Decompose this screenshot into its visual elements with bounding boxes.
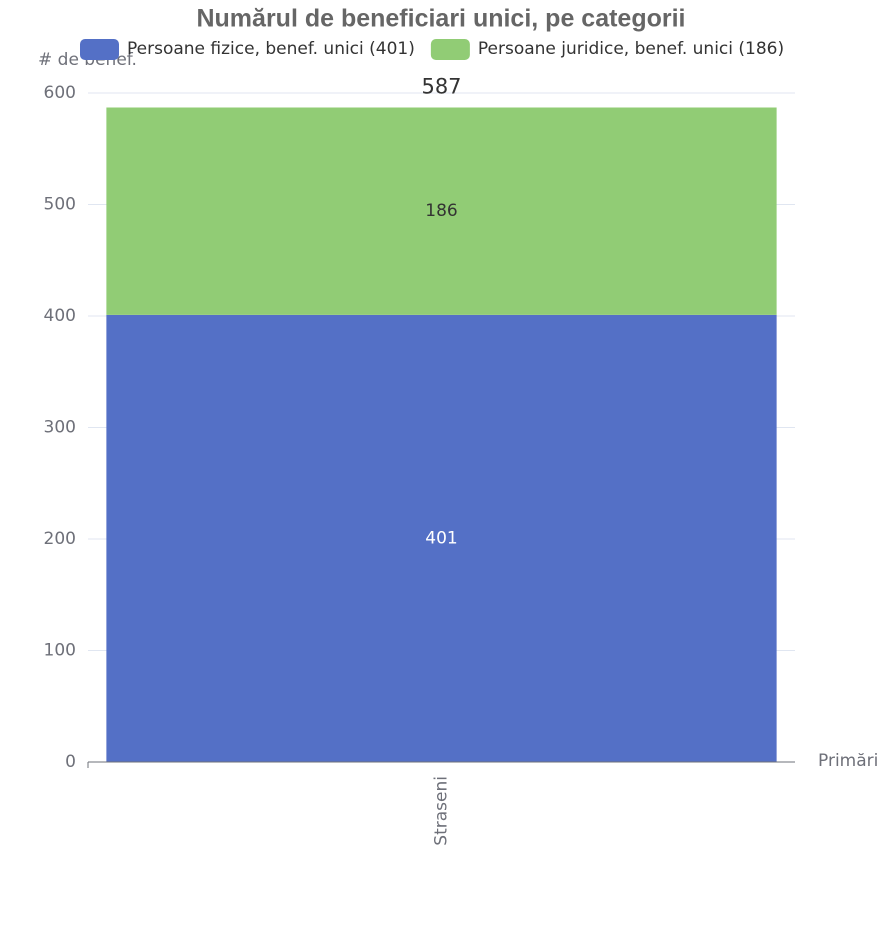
- legend-swatch: [430, 39, 470, 60]
- legend-swatch: [80, 39, 119, 60]
- legend-label: Persoane juridice, benef. unici (186): [478, 39, 784, 59]
- y-tick-label: 0: [65, 752, 76, 772]
- y-tick-label: 200: [44, 529, 76, 549]
- y-tick-label: 100: [44, 641, 76, 661]
- data-label: 401: [425, 528, 457, 548]
- bar-segment: [106, 107, 777, 315]
- y-tick-label: 600: [44, 83, 76, 103]
- bar-segment: [106, 314, 777, 762]
- total-label: 587: [421, 74, 461, 98]
- legend-label: Persoane fizice, benef. unici (401): [127, 39, 415, 59]
- y-tick-label: 300: [44, 418, 76, 438]
- chart-title: Numărul de beneficiari unici, pe categor…: [196, 5, 685, 33]
- x-tick-label: Straseni: [432, 776, 452, 846]
- data-label: 186: [425, 201, 457, 221]
- x-axis-title: Primări: [818, 751, 878, 771]
- y-tick-label: 500: [44, 195, 76, 215]
- y-tick-label: 400: [44, 306, 76, 326]
